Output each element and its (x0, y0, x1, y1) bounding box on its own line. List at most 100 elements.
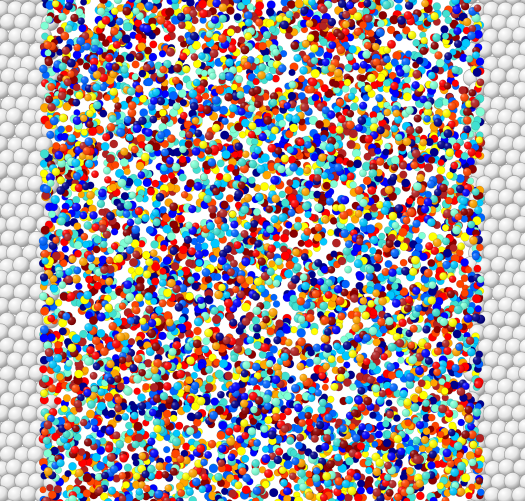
colored-particle (383, 79, 391, 87)
colored-particle (430, 379, 438, 387)
colored-particle (122, 481, 130, 489)
colored-particle (356, 486, 365, 495)
colored-particle (452, 329, 462, 339)
colored-particle (82, 489, 91, 498)
colored-particle (177, 215, 186, 223)
colored-particle (332, 80, 340, 88)
colored-particle (40, 21, 49, 30)
colored-particle (75, 282, 83, 290)
colored-particle (251, 138, 259, 146)
colored-particle (59, 259, 68, 268)
colored-particle (304, 210, 312, 219)
colored-particle (208, 463, 219, 474)
colored-particle (458, 86, 467, 95)
colored-particle (311, 153, 319, 161)
colored-particle (226, 6, 235, 15)
colored-particle (419, 252, 428, 262)
colored-particle (39, 486, 47, 494)
colored-particle (355, 281, 364, 290)
colored-particle (252, 208, 261, 216)
colored-particle (252, 78, 260, 86)
colored-particle (397, 356, 405, 364)
colored-particle (247, 176, 256, 185)
colored-particle (93, 281, 102, 290)
colored-particle (61, 245, 69, 253)
colored-particle (268, 260, 276, 268)
wall-particle (511, 243, 525, 262)
colored-particle (195, 258, 203, 267)
wall-particle (511, 486, 525, 501)
colored-particle (275, 319, 284, 328)
colored-particle (329, 179, 338, 188)
colored-particle (104, 392, 114, 402)
colored-particle (440, 25, 449, 34)
colored-particle (287, 91, 297, 101)
colored-particle (367, 29, 375, 38)
colored-particle (204, 383, 214, 392)
colored-particle (255, 1, 265, 11)
colored-particle (327, 395, 335, 403)
colored-particle (270, 293, 278, 301)
colored-particle (404, 419, 412, 427)
colored-particle (322, 181, 331, 190)
colored-particle (210, 397, 219, 406)
colored-particle (269, 488, 279, 498)
colored-particle (163, 446, 171, 454)
colored-particle (123, 463, 132, 472)
colored-particle (159, 206, 167, 214)
colored-particle (369, 411, 377, 419)
colored-particle (376, 19, 385, 28)
colored-particle (44, 49, 52, 57)
colored-particle (441, 98, 450, 106)
wall-particle (518, 338, 525, 356)
colored-particle (406, 197, 414, 205)
wall-particle (518, 391, 525, 409)
wall-particle (519, 95, 525, 112)
colored-particle (172, 429, 181, 438)
colored-particle (57, 125, 65, 134)
colored-particle (133, 178, 143, 187)
colored-particle (47, 333, 56, 342)
colored-particle (265, 7, 275, 17)
colored-particle (391, 282, 399, 291)
colored-particle (418, 231, 426, 240)
colored-particle (241, 302, 251, 312)
colored-particle (345, 457, 354, 466)
colored-particle (405, 466, 414, 475)
colored-particle (346, 139, 356, 150)
colored-particle (422, 427, 431, 436)
colored-particle (132, 459, 140, 467)
colored-particle (92, 245, 101, 254)
colored-particle (433, 325, 441, 334)
colored-particle (395, 369, 404, 379)
colored-particle (251, 316, 261, 325)
wall-particle (518, 67, 525, 85)
wall-particle (519, 446, 525, 463)
colored-particle (387, 371, 397, 380)
colored-particle (430, 403, 440, 413)
colored-particle (402, 92, 412, 102)
colored-particle (169, 220, 179, 229)
colored-particle (161, 90, 170, 98)
colored-particle (49, 284, 59, 293)
colored-particle (72, 83, 81, 92)
colored-particle (383, 430, 392, 438)
colored-particle (390, 58, 399, 67)
colored-particle (467, 177, 475, 185)
colored-particle (286, 179, 294, 187)
colored-particle (159, 174, 169, 183)
colored-particle (151, 277, 160, 286)
colored-particle (48, 210, 56, 219)
colored-particle (211, 314, 222, 325)
colored-particle (269, 345, 278, 354)
colored-particle (163, 288, 172, 298)
colored-particle (149, 40, 158, 49)
colored-particle (477, 488, 485, 497)
colored-particle (416, 491, 425, 501)
colored-particle (297, 92, 306, 100)
colored-particle (163, 311, 173, 320)
colored-particle (114, 414, 123, 422)
colored-particle (476, 243, 484, 252)
colored-particle (170, 262, 180, 271)
colored-particle (451, 79, 459, 87)
